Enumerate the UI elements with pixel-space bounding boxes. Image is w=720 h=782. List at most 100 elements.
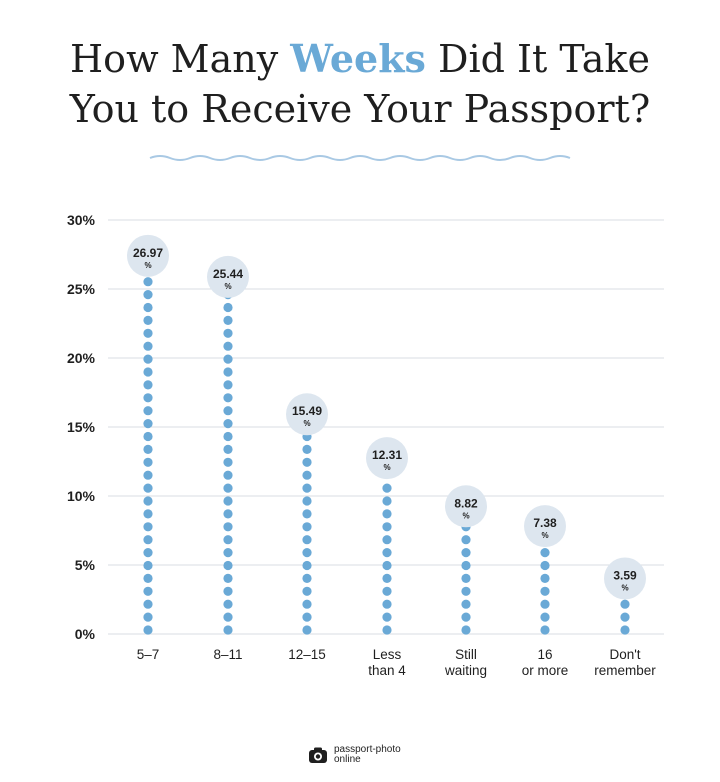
- value-unit: %: [144, 261, 151, 270]
- bar-6: 3.59%: [604, 557, 646, 635]
- x-tick-label: 8–11: [213, 647, 242, 662]
- bar-dot: [382, 522, 392, 532]
- bar-2: 15.49%: [286, 393, 328, 635]
- bar-dot: [382, 586, 392, 596]
- camera-icon: [309, 747, 327, 763]
- value-label: 8.82: [454, 496, 478, 510]
- value-bubble: [286, 393, 328, 436]
- bar-dot: [382, 496, 392, 506]
- value-unit: %: [462, 511, 469, 520]
- bar-dot: [620, 599, 630, 609]
- value-label: 7.38: [533, 516, 557, 530]
- brand-name-line1: passport-photo: [334, 744, 401, 755]
- x-tick-label: Don't: [609, 647, 640, 662]
- bar-dot: [223, 496, 233, 506]
- y-tick-label: 10%: [67, 488, 96, 504]
- value-unit: %: [383, 463, 390, 472]
- x-tick-label: 16: [537, 647, 552, 662]
- bar-dot: [143, 431, 153, 442]
- bar-0: 26.97%: [127, 234, 169, 635]
- value-label: 3.59: [613, 568, 637, 582]
- y-tick-label: 0%: [75, 626, 96, 642]
- bar-dot: [223, 419, 233, 429]
- bar-dot: [223, 354, 233, 364]
- y-tick-label: 20%: [67, 350, 96, 366]
- bar-dot: [461, 625, 471, 635]
- bar-3: 12.31%: [366, 437, 408, 635]
- title-part-2: Did It Take: [425, 37, 650, 81]
- value-unit: %: [303, 419, 310, 428]
- bar-dot: [540, 586, 550, 596]
- bar-dot: [540, 612, 550, 622]
- bar-dot: [382, 612, 392, 622]
- bar-dot: [143, 470, 153, 480]
- bar-dot: [223, 406, 233, 416]
- bar-dot: [143, 380, 153, 390]
- bar-dot: [540, 548, 550, 558]
- y-tick-label: 25%: [67, 281, 96, 297]
- bar-dot: [461, 560, 471, 571]
- x-tick-label: or more: [522, 663, 569, 678]
- value-label: 26.97: [133, 246, 163, 260]
- brand-logo: passport-photo online: [308, 737, 401, 773]
- x-tick-label: than 4: [368, 663, 406, 678]
- y-axis: 0% 5% 10% 15% 20% 25% 30%: [67, 212, 96, 642]
- y-tick-label: 5%: [75, 557, 96, 573]
- bars: 26.97%25.44%15.49%12.31%8.82%7.38%3.59%: [127, 234, 646, 635]
- x-tick-label: remember: [594, 663, 656, 678]
- bar-dot: [143, 354, 153, 364]
- value-bubble: [207, 255, 249, 298]
- value-bubble: [445, 485, 487, 528]
- x-tick-label: 5–7: [137, 647, 160, 662]
- bar-dot: [620, 612, 630, 622]
- bar-dot: [143, 406, 153, 416]
- bar-dot: [223, 522, 233, 532]
- bar-dot: [143, 444, 153, 454]
- bar-dot: [143, 548, 153, 558]
- bar-dot: [382, 509, 392, 519]
- bar-dot: [223, 560, 233, 571]
- bar-dot: [223, 470, 233, 480]
- bar-dot: [302, 548, 312, 558]
- bar-dot: [223, 625, 233, 635]
- bar-dot: [223, 380, 233, 390]
- bar-dot: [540, 599, 550, 609]
- bar-dot: [302, 483, 312, 493]
- bar-dot: [302, 535, 312, 545]
- bar-dot: [302, 612, 312, 622]
- bar-dot: [461, 612, 471, 622]
- title-highlight: Weeks: [290, 36, 426, 81]
- bar-dot: [461, 535, 471, 545]
- bar-dot: [382, 548, 392, 558]
- bar-dot: [302, 586, 312, 596]
- bar-dot: [223, 341, 233, 351]
- bar-dot: [143, 277, 153, 287]
- bar-dot: [302, 573, 312, 584]
- bar-dot: [223, 302, 233, 313]
- value-unit: %: [621, 583, 628, 592]
- bar-dot: [143, 535, 153, 545]
- bar-dot: [143, 599, 153, 609]
- bar-dot: [540, 560, 550, 571]
- bar-dot: [143, 315, 153, 325]
- bar-dot: [382, 560, 392, 571]
- gridlines: [108, 219, 664, 635]
- bar-dot: [223, 431, 233, 442]
- bar-dot: [302, 509, 312, 519]
- chart-title: How Many Weeks Did It Take You to Receiv…: [0, 34, 720, 134]
- bar-dot: [223, 483, 233, 493]
- value-label: 25.44: [213, 267, 243, 281]
- bar-dot: [302, 560, 312, 571]
- bar-dot: [302, 599, 312, 609]
- bar-dot: [143, 367, 153, 377]
- brand-name-line2: online: [334, 754, 361, 765]
- value-bubble: [127, 234, 169, 277]
- bar-dot: [143, 483, 153, 493]
- bar-dot: [143, 341, 153, 351]
- value-bubble: [524, 505, 566, 548]
- bar-dot: [302, 625, 312, 635]
- bar-dot: [223, 548, 233, 558]
- bar-4: 8.82%: [445, 485, 487, 635]
- x-tick-label: 12–15: [288, 647, 326, 662]
- wave-divider: [149, 155, 571, 161]
